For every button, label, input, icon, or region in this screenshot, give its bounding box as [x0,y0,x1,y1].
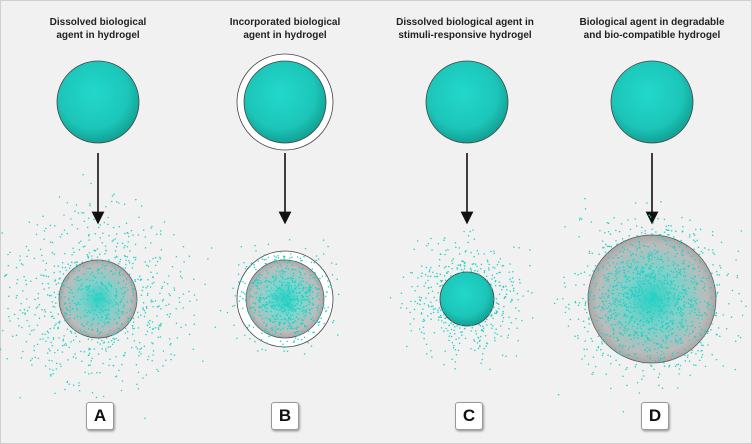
panel-a [0,60,222,420]
panel-d-hydrogel-sphere [610,60,694,144]
panel-b-label: B [271,402,299,430]
panel-c-label: C [455,402,483,430]
panel-c-hydrogel-sphere [425,60,509,144]
panel-c-title: Dissolved biological agent in stimuli-re… [396,17,534,41]
panel-a-released-agent-dots [0,173,222,420]
panel-d-label: D [641,402,669,430]
panel-b [226,53,340,355]
panel-b-released-agent-dots [226,239,340,355]
panel-a-hydrogel-sphere [56,60,140,144]
panel-a-label: A [86,402,114,430]
panel-b-hydrogel-sphere [243,60,327,144]
panel-d-title: Biological agent in degradable and bio-c… [579,17,725,41]
panel-c-shrunken-hydrogel [439,271,495,327]
panel-b-title: Incorporated biological agent in hydroge… [229,17,341,41]
panel-d [553,60,747,413]
panel-d-released-agent-dots [553,197,747,413]
panel-c [389,60,534,371]
panel-a-title: Dissolved biological agent in hydrogel [49,17,147,41]
panel-c-released-agent-dots [389,229,534,371]
